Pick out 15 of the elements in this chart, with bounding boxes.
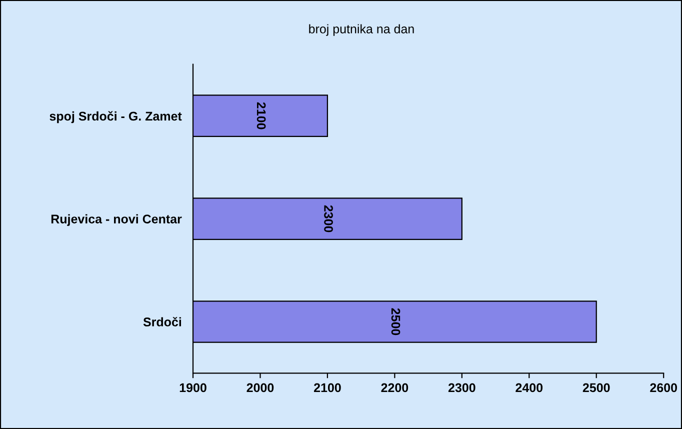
x-tick-label: 2600 bbox=[650, 383, 677, 392]
y-tick-label: spoj Srdoči - G. Zamet bbox=[50, 111, 182, 124]
x-tick-label: 1900 bbox=[180, 383, 206, 392]
x-tick-label: 2400 bbox=[516, 383, 543, 392]
x-tick-label: 2100 bbox=[314, 383, 341, 392]
x-tick-label: 2200 bbox=[381, 383, 408, 392]
x-tick-label: 2500 bbox=[582, 383, 610, 392]
y-tick-label: Srdoči bbox=[143, 316, 182, 326]
y-tick-label: Rujevica - novi Centar bbox=[51, 214, 182, 226]
x-tick-label: 2000 bbox=[246, 383, 274, 392]
data-label: 2300 bbox=[324, 205, 333, 232]
data-label: 2500 bbox=[391, 308, 400, 336]
data-label: 2100 bbox=[256, 102, 266, 130]
chart-title: broj putnika na dan bbox=[309, 24, 414, 36]
x-tick-label: 2300 bbox=[448, 383, 476, 392]
